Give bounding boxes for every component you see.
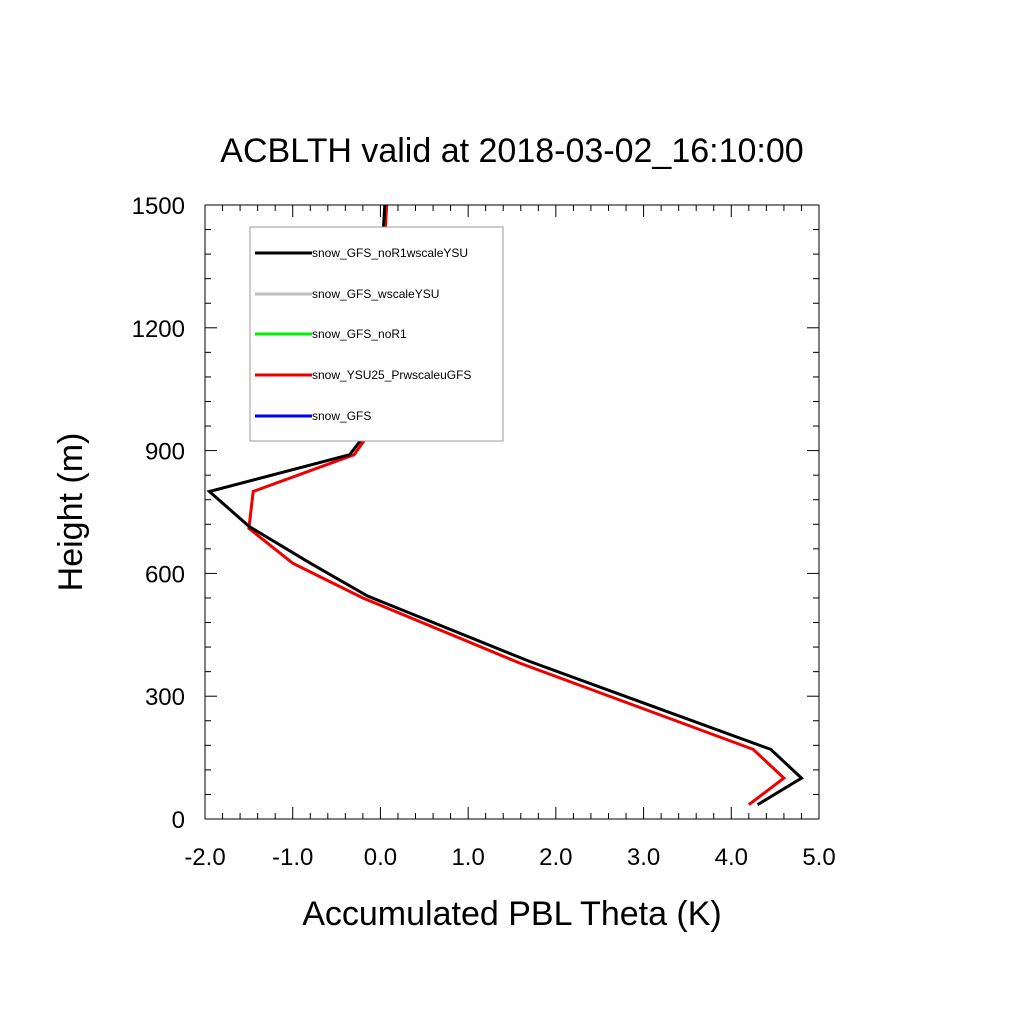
x-tick-label: 3.0 <box>627 844 660 871</box>
y-axis: 0 300 600 900 1200 1500 <box>132 193 819 834</box>
x-tick-label: 0.0 <box>364 844 397 871</box>
x-tick-label: 5.0 <box>802 844 835 871</box>
y-tick-label: 1200 <box>132 316 185 343</box>
x-tick-label: 1.0 <box>451 844 484 871</box>
x-tick-label: 4.0 <box>715 844 748 871</box>
y-tick-label: 900 <box>145 439 185 466</box>
y-axis-title: Height (m) <box>52 433 90 592</box>
legend-label: snow_GFS_noR1wscaleYSU <box>312 246 468 260</box>
x-axis-title: Accumulated PBL Theta (K) <box>302 895 722 933</box>
y-tick-label: 1500 <box>132 193 185 220</box>
plot-frame <box>204 204 820 820</box>
x-tick-label: 2.0 <box>539 844 572 871</box>
chart-title: ACBLTH valid at 2018-03-02_16:10:00 <box>220 132 803 170</box>
x-tick-label: -2.0 <box>184 844 225 871</box>
legend-label: snow_GFS <box>312 409 371 423</box>
legend: snow_GFS_noR1wscaleYSU snow_GFS_wscaleYSU… <box>249 226 504 442</box>
y-tick-label: 600 <box>145 561 185 588</box>
x-axis: -2.0 -1.0 0.0 1.0 2.0 3.0 4.0 5.0 <box>184 205 836 871</box>
x-tick-label: -1.0 <box>272 844 313 871</box>
legend-label: snow_YSU25_PrwscaleuGFS <box>312 368 471 382</box>
legend-label: snow_GFS_noR1 <box>312 327 407 341</box>
legend-label: snow_GFS_wscaleYSU <box>312 287 439 301</box>
y-tick-label: 0 <box>172 807 185 834</box>
y-tick-label: 300 <box>145 684 185 711</box>
